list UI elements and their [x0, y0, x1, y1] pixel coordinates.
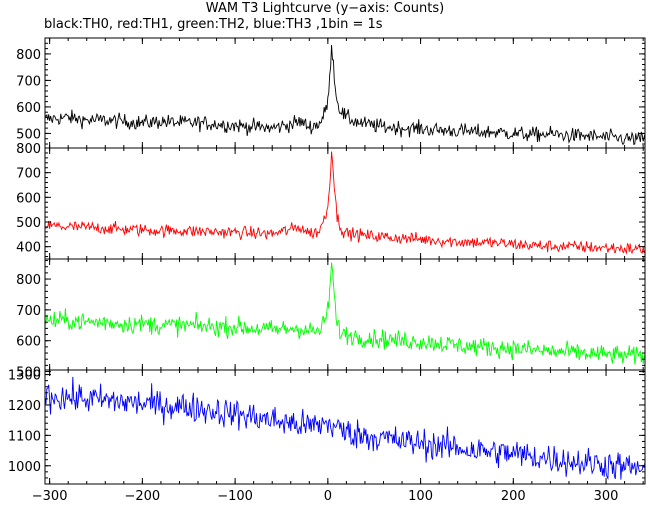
y-tick-label: 1200	[8, 399, 41, 414]
y-tick-label: 800	[16, 142, 41, 157]
y-tick-label: 500	[16, 366, 41, 381]
y-tick-label: 500	[16, 216, 41, 231]
y-tick-label: 600	[16, 101, 41, 116]
y-tick-label: 400	[16, 241, 41, 256]
panel-frame-TH2	[44, 258, 646, 371]
x-tick-label: 0	[324, 489, 332, 504]
chart-title: WAM T3 Lightcurve (y−axis: Counts)	[205, 1, 445, 16]
series-line-TH0	[45, 45, 645, 146]
x-tick-label: 300	[594, 489, 619, 504]
y-tick-label: 800	[16, 48, 41, 63]
panel-frame-TH0	[44, 37, 646, 149]
y-tick-label: 1100	[8, 429, 41, 444]
series-line-TH3	[45, 376, 645, 480]
y-tick-label: 700	[16, 304, 41, 319]
chart-subtitle: black:TH0, red:TH1, green:TH2, blue:TH3 …	[44, 17, 383, 32]
x-tick-label: 100	[408, 489, 433, 504]
series-line-TH1	[45, 151, 645, 255]
y-tick-label: 1000	[8, 460, 41, 475]
x-tick-label: −100	[217, 489, 253, 504]
y-tick-label: 800	[16, 273, 41, 288]
y-tick-label: 500	[16, 127, 41, 142]
panel-frame-TH1	[44, 147, 646, 260]
panel-frame-TH3	[44, 369, 646, 485]
x-tick-label: −200	[125, 489, 161, 504]
x-tick-label: −300	[32, 489, 68, 504]
y-tick-label: 1300	[8, 369, 41, 384]
x-tick-label: 200	[501, 489, 526, 504]
y-tick-label: 700	[16, 167, 41, 182]
series-line-TH2	[45, 262, 645, 365]
y-tick-label: 700	[16, 74, 41, 89]
y-tick-label: 600	[16, 191, 41, 206]
y-tick-label: 600	[16, 335, 41, 350]
